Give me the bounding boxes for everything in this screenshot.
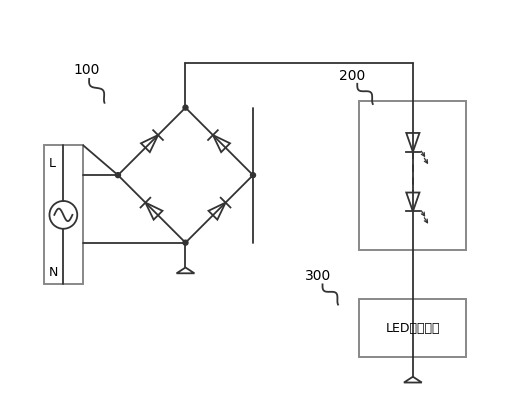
Text: 200: 200 <box>338 69 365 83</box>
Text: 100: 100 <box>73 63 99 77</box>
Text: L: L <box>48 157 55 170</box>
Text: 300: 300 <box>304 270 330 283</box>
Circle shape <box>183 240 188 245</box>
Circle shape <box>183 105 188 110</box>
Text: N: N <box>48 266 58 279</box>
Text: LED驱动电路: LED驱动电路 <box>385 321 439 334</box>
Circle shape <box>250 173 255 178</box>
Circle shape <box>115 173 120 178</box>
